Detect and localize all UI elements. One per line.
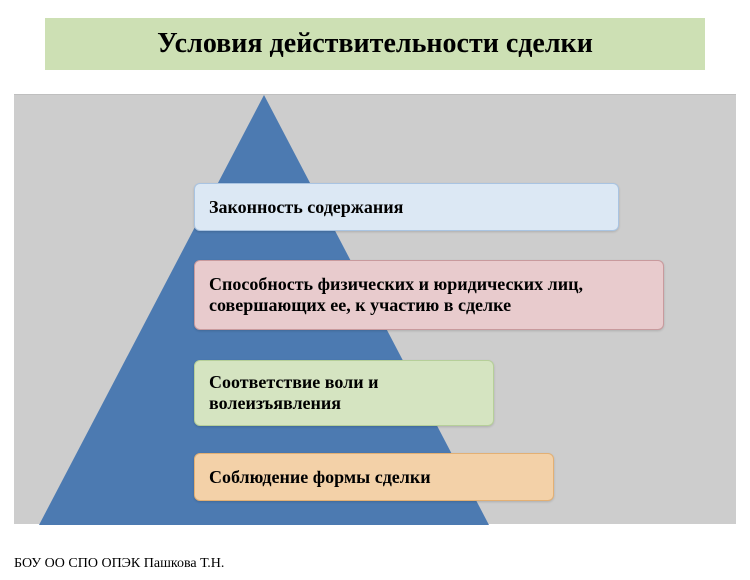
content-area: Законность содержания Способность физиче… [14, 94, 736, 524]
box-3: Соответствие воли и волеизъявления [194, 360, 494, 426]
footer-text: БОУ ОО СПО ОПЭК Пашкова Т.Н. [14, 556, 224, 571]
box-2: Способность физических и юридических лиц… [194, 260, 664, 330]
footer-attribution: БОУ ОО СПО ОПЭК Пашкова Т.Н. [14, 556, 224, 572]
box-4-text: Соблюдение формы сделки [209, 467, 431, 488]
title-bar: Условия действительности сделки [45, 18, 705, 70]
box-4: Соблюдение формы сделки [194, 453, 554, 501]
box-3-text: Соответствие воли и волеизъявления [209, 372, 479, 414]
box-1-text: Законность содержания [209, 197, 403, 218]
box-2-text: Способность физических и юридических лиц… [209, 274, 649, 316]
box-1: Законность содержания [194, 183, 619, 231]
title-text: Условия действительности сделки [157, 28, 593, 59]
